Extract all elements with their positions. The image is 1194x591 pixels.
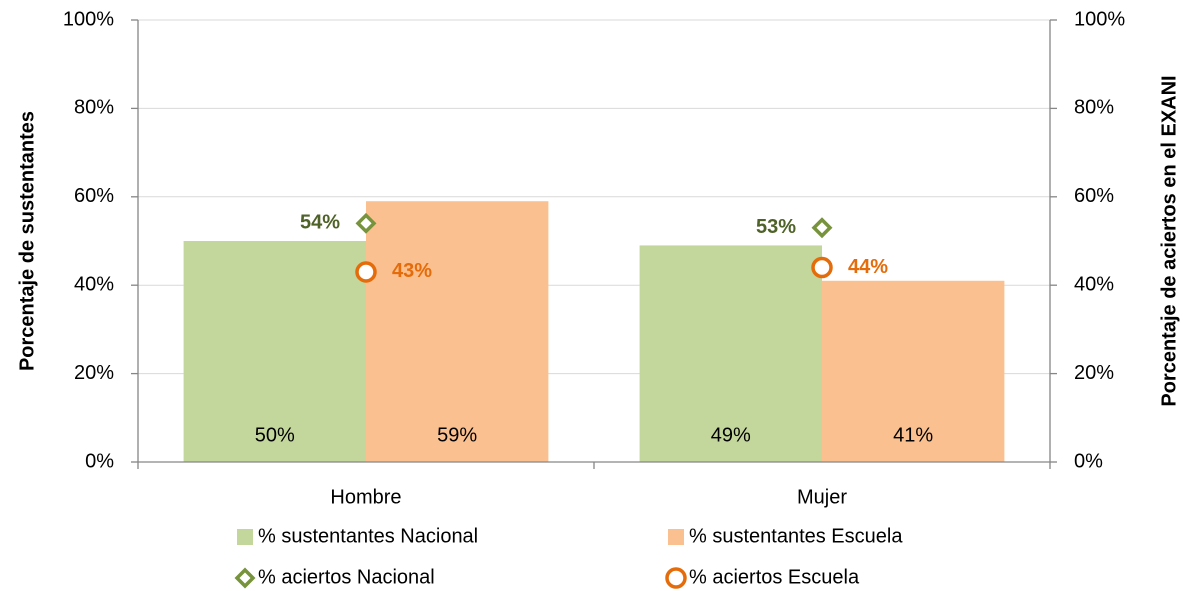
bar-label: 50%	[255, 424, 295, 446]
y2-tick-label: 20%	[1074, 362, 1114, 384]
y2-axis-title: Porcentaje de aciertos en el EXANI	[1158, 75, 1180, 406]
y2-tick-label: 100%	[1074, 8, 1125, 30]
y-tick-label: 80%	[74, 97, 114, 119]
legend-label: % aciertos Escuela	[689, 566, 860, 588]
point-label: 54%	[300, 212, 340, 234]
x-tick-label: Mujer	[797, 486, 847, 508]
legend-label: % sustentantes Nacional	[258, 525, 478, 547]
bar	[183, 241, 366, 462]
legend-marker	[234, 567, 256, 589]
y2-tick-label: 0%	[1074, 450, 1103, 472]
point	[355, 212, 377, 234]
bar	[639, 245, 822, 462]
point	[811, 217, 833, 239]
y-tick-label: 40%	[74, 273, 114, 295]
bar-label: 41%	[893, 424, 933, 446]
y2-tick-label: 40%	[1074, 273, 1114, 295]
point-label: 44%	[848, 256, 888, 278]
point	[355, 261, 377, 283]
y-tick-label: 100%	[63, 8, 114, 30]
legend-label: % aciertos Nacional	[258, 566, 435, 588]
y-axis-title: Porcentaje de sustentantes	[16, 111, 38, 371]
bar-label: 59%	[437, 424, 477, 446]
legend-label: % sustentantes Escuela	[689, 525, 903, 547]
y2-tick-label: 80%	[1074, 97, 1114, 119]
y-tick-label: 0%	[85, 450, 114, 472]
legend-marker	[665, 567, 687, 589]
x-tick-label: Hombre	[330, 486, 401, 508]
legend-swatch	[237, 529, 253, 545]
bar	[822, 280, 1005, 462]
y-tick-label: 20%	[74, 362, 114, 384]
y2-tick-label: 60%	[1074, 185, 1114, 207]
point-label: 53%	[756, 216, 796, 238]
point	[811, 256, 833, 279]
bar-label: 49%	[711, 424, 751, 446]
legend-swatch	[668, 529, 684, 545]
point-label: 43%	[392, 260, 432, 282]
y-tick-label: 60%	[74, 185, 114, 207]
bar	[366, 201, 549, 462]
